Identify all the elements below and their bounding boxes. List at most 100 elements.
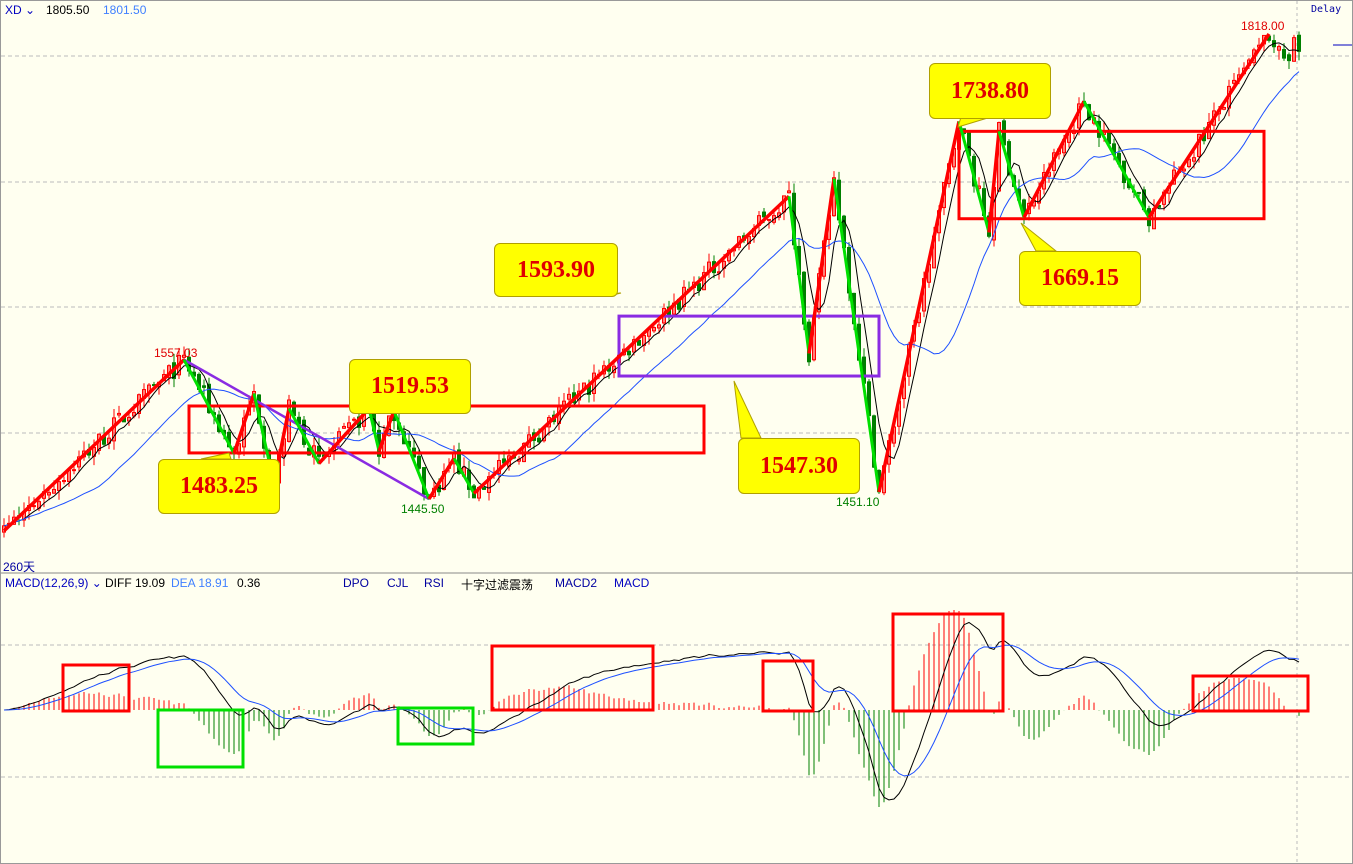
low-label-1451: 1451.10 [836, 495, 880, 509]
delay-label: Delay [1311, 4, 1342, 15]
candle-up [347, 422, 351, 429]
candle-up [767, 218, 771, 221]
zigzag-down-segment [997, 130, 1026, 218]
chevron-down-icon: ⌄ [91, 576, 102, 590]
zigzag-up-segment [472, 194, 791, 495]
symbol-selector[interactable]: XD ⌄ [5, 3, 35, 17]
macd-name: MACD(12,26,9) [5, 576, 89, 590]
candle-up [52, 488, 56, 494]
zigzag-down-segment [392, 410, 431, 500]
candle-up [772, 215, 776, 223]
callout-1483: 1483.25 [158, 459, 280, 514]
zigzag-up-segment [877, 120, 961, 493]
zigzag-up-segment [987, 131, 1001, 233]
candle-up [1292, 37, 1296, 62]
tab-cross-filter[interactable]: 十字过滤震荡 [461, 578, 534, 592]
candle-down [207, 383, 211, 414]
zigzag-up-segment [317, 407, 371, 465]
tab-macd[interactable]: MACD [614, 576, 650, 590]
candle-up [127, 416, 131, 422]
zigzag-down-segment [957, 120, 991, 233]
candle-up [57, 481, 61, 491]
macd-highlight-box [891, 612, 1005, 713]
candle-up [47, 492, 51, 496]
candle-down [1282, 49, 1286, 59]
candle-up [352, 418, 356, 421]
macd-selector[interactable]: MACD(12,26,9) ⌄ [5, 576, 102, 590]
zigzag-up-segment [232, 392, 256, 454]
channel-line [183, 358, 430, 501]
zigzag-up-segment [1022, 100, 1086, 219]
candle-up [652, 327, 656, 332]
callout-pointer [733, 380, 762, 439]
zigzag-down-segment [832, 178, 881, 493]
candle-up [342, 425, 346, 429]
zigzag-up-segment [427, 457, 456, 500]
price-1: 1805.50 [46, 3, 90, 17]
candle-up [182, 354, 186, 358]
zigzag-up-segment [2, 358, 186, 533]
callout-1669: 1669.15 [1019, 251, 1141, 306]
candle-down [697, 283, 701, 292]
callout-1547: 1547.30 [738, 438, 860, 494]
candle-up [1192, 157, 1196, 162]
zigzag-up-segment [807, 178, 836, 354]
tab-cjl[interactable]: CJL [387, 576, 409, 590]
macd-highlight-box [61, 663, 131, 713]
callout-1593: 1593.90 [494, 243, 618, 297]
zigzag-down-segment [367, 408, 381, 452]
macd-highlight-box [156, 708, 245, 769]
candle-up [1222, 106, 1226, 110]
purple-range-box [617, 314, 881, 378]
zigzag-down-segment [787, 196, 811, 354]
candle-up [787, 190, 791, 194]
symbol-label: XD [5, 3, 22, 17]
candle-up [1182, 168, 1186, 172]
tab-dpo[interactable]: DPO [343, 576, 370, 590]
candle-up [487, 476, 491, 493]
zigzag-down-segment [452, 457, 476, 495]
low-label-1445: 1445.50 [401, 502, 445, 516]
zigzag-down-segment [182, 359, 236, 455]
candle-down [482, 487, 486, 490]
high-label-1818: 1818.00 [1241, 19, 1285, 33]
candle-up [702, 272, 706, 291]
tab-macd2[interactable]: MACD2 [555, 576, 598, 590]
candle-down [537, 437, 541, 443]
candle-up [32, 505, 36, 508]
high-label-1557: 1557.03 [154, 346, 198, 360]
diff-value: DIFF 19.09 [105, 576, 166, 590]
dea-value: DEA 18.91 [171, 576, 229, 590]
ma20-line [3, 71, 1300, 527]
chevron-down-icon: ⌄ [25, 3, 36, 17]
callout-1738: 1738.80 [929, 63, 1051, 119]
ma5-line [3, 42, 1300, 527]
candle-down [637, 339, 641, 346]
candle-up [1277, 46, 1281, 51]
candle-up [72, 469, 76, 472]
macd-highlight-box [396, 706, 475, 746]
macd-highlight-box [761, 659, 815, 713]
candle-down [627, 350, 631, 356]
price-2: 1801.50 [103, 3, 147, 17]
candle-up [62, 480, 66, 483]
red-range-box [957, 129, 1266, 221]
candle-up [747, 236, 751, 244]
macd-highlight-box [490, 644, 655, 712]
candle-down [1137, 191, 1141, 194]
candle-down [1287, 54, 1291, 62]
zigzag-up-segment [1147, 32, 1271, 219]
candle-up [567, 393, 571, 400]
candle-up [657, 324, 661, 329]
period-label: 260天 [3, 560, 36, 574]
macd-highlight-box [1191, 674, 1310, 713]
callout-1519: 1519.53 [349, 359, 471, 414]
candle-up [1232, 79, 1236, 84]
tab-rsi[interactable]: RSI [424, 576, 445, 590]
candle-down [317, 445, 321, 457]
candle-down [1297, 34, 1301, 52]
candle-down [417, 455, 421, 469]
zigzag-down-segment [287, 407, 321, 465]
